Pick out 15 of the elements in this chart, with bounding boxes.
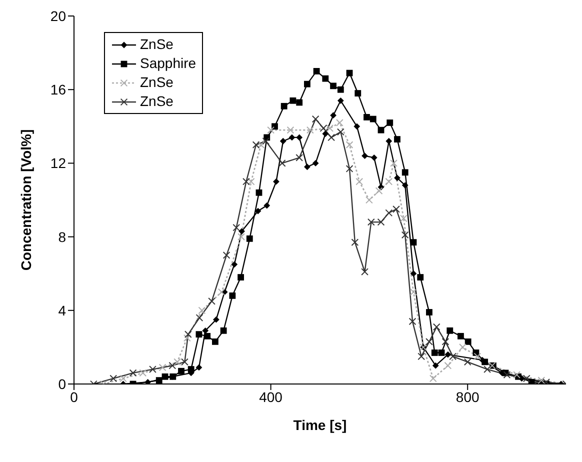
x-tick-label: 800 [456,388,480,405]
y-tick-label: 12 [50,155,66,172]
y-tick-label: 8 [58,228,66,245]
y-tick-label: 20 [50,8,66,24]
x-tick-label: 0 [70,388,78,405]
legend-label: ZnSe [140,92,174,111]
legend-label: ZnSe [140,35,174,54]
y-tick-label: 0 [58,376,66,392]
legend-label: Sapphire [140,54,196,73]
x-axis-title: Time [s] [293,417,347,433]
y-axis-title: Concentration [Vol%] [18,129,34,271]
y-tick-label: 4 [58,302,66,318]
y-tick-label: 16 [50,82,66,98]
legend-label: ZnSe [140,73,174,92]
x-tick-label: 400 [259,388,283,405]
